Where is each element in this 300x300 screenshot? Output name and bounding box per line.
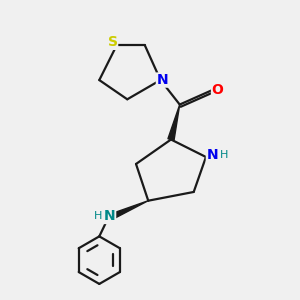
Text: N: N	[104, 209, 116, 224]
Polygon shape	[168, 104, 180, 140]
Text: S: S	[108, 35, 118, 49]
Text: O: O	[212, 83, 224, 97]
Text: H: H	[94, 212, 102, 221]
Polygon shape	[107, 201, 148, 221]
Text: H: H	[220, 150, 228, 160]
Text: N: N	[156, 73, 168, 87]
Text: N: N	[206, 148, 218, 162]
